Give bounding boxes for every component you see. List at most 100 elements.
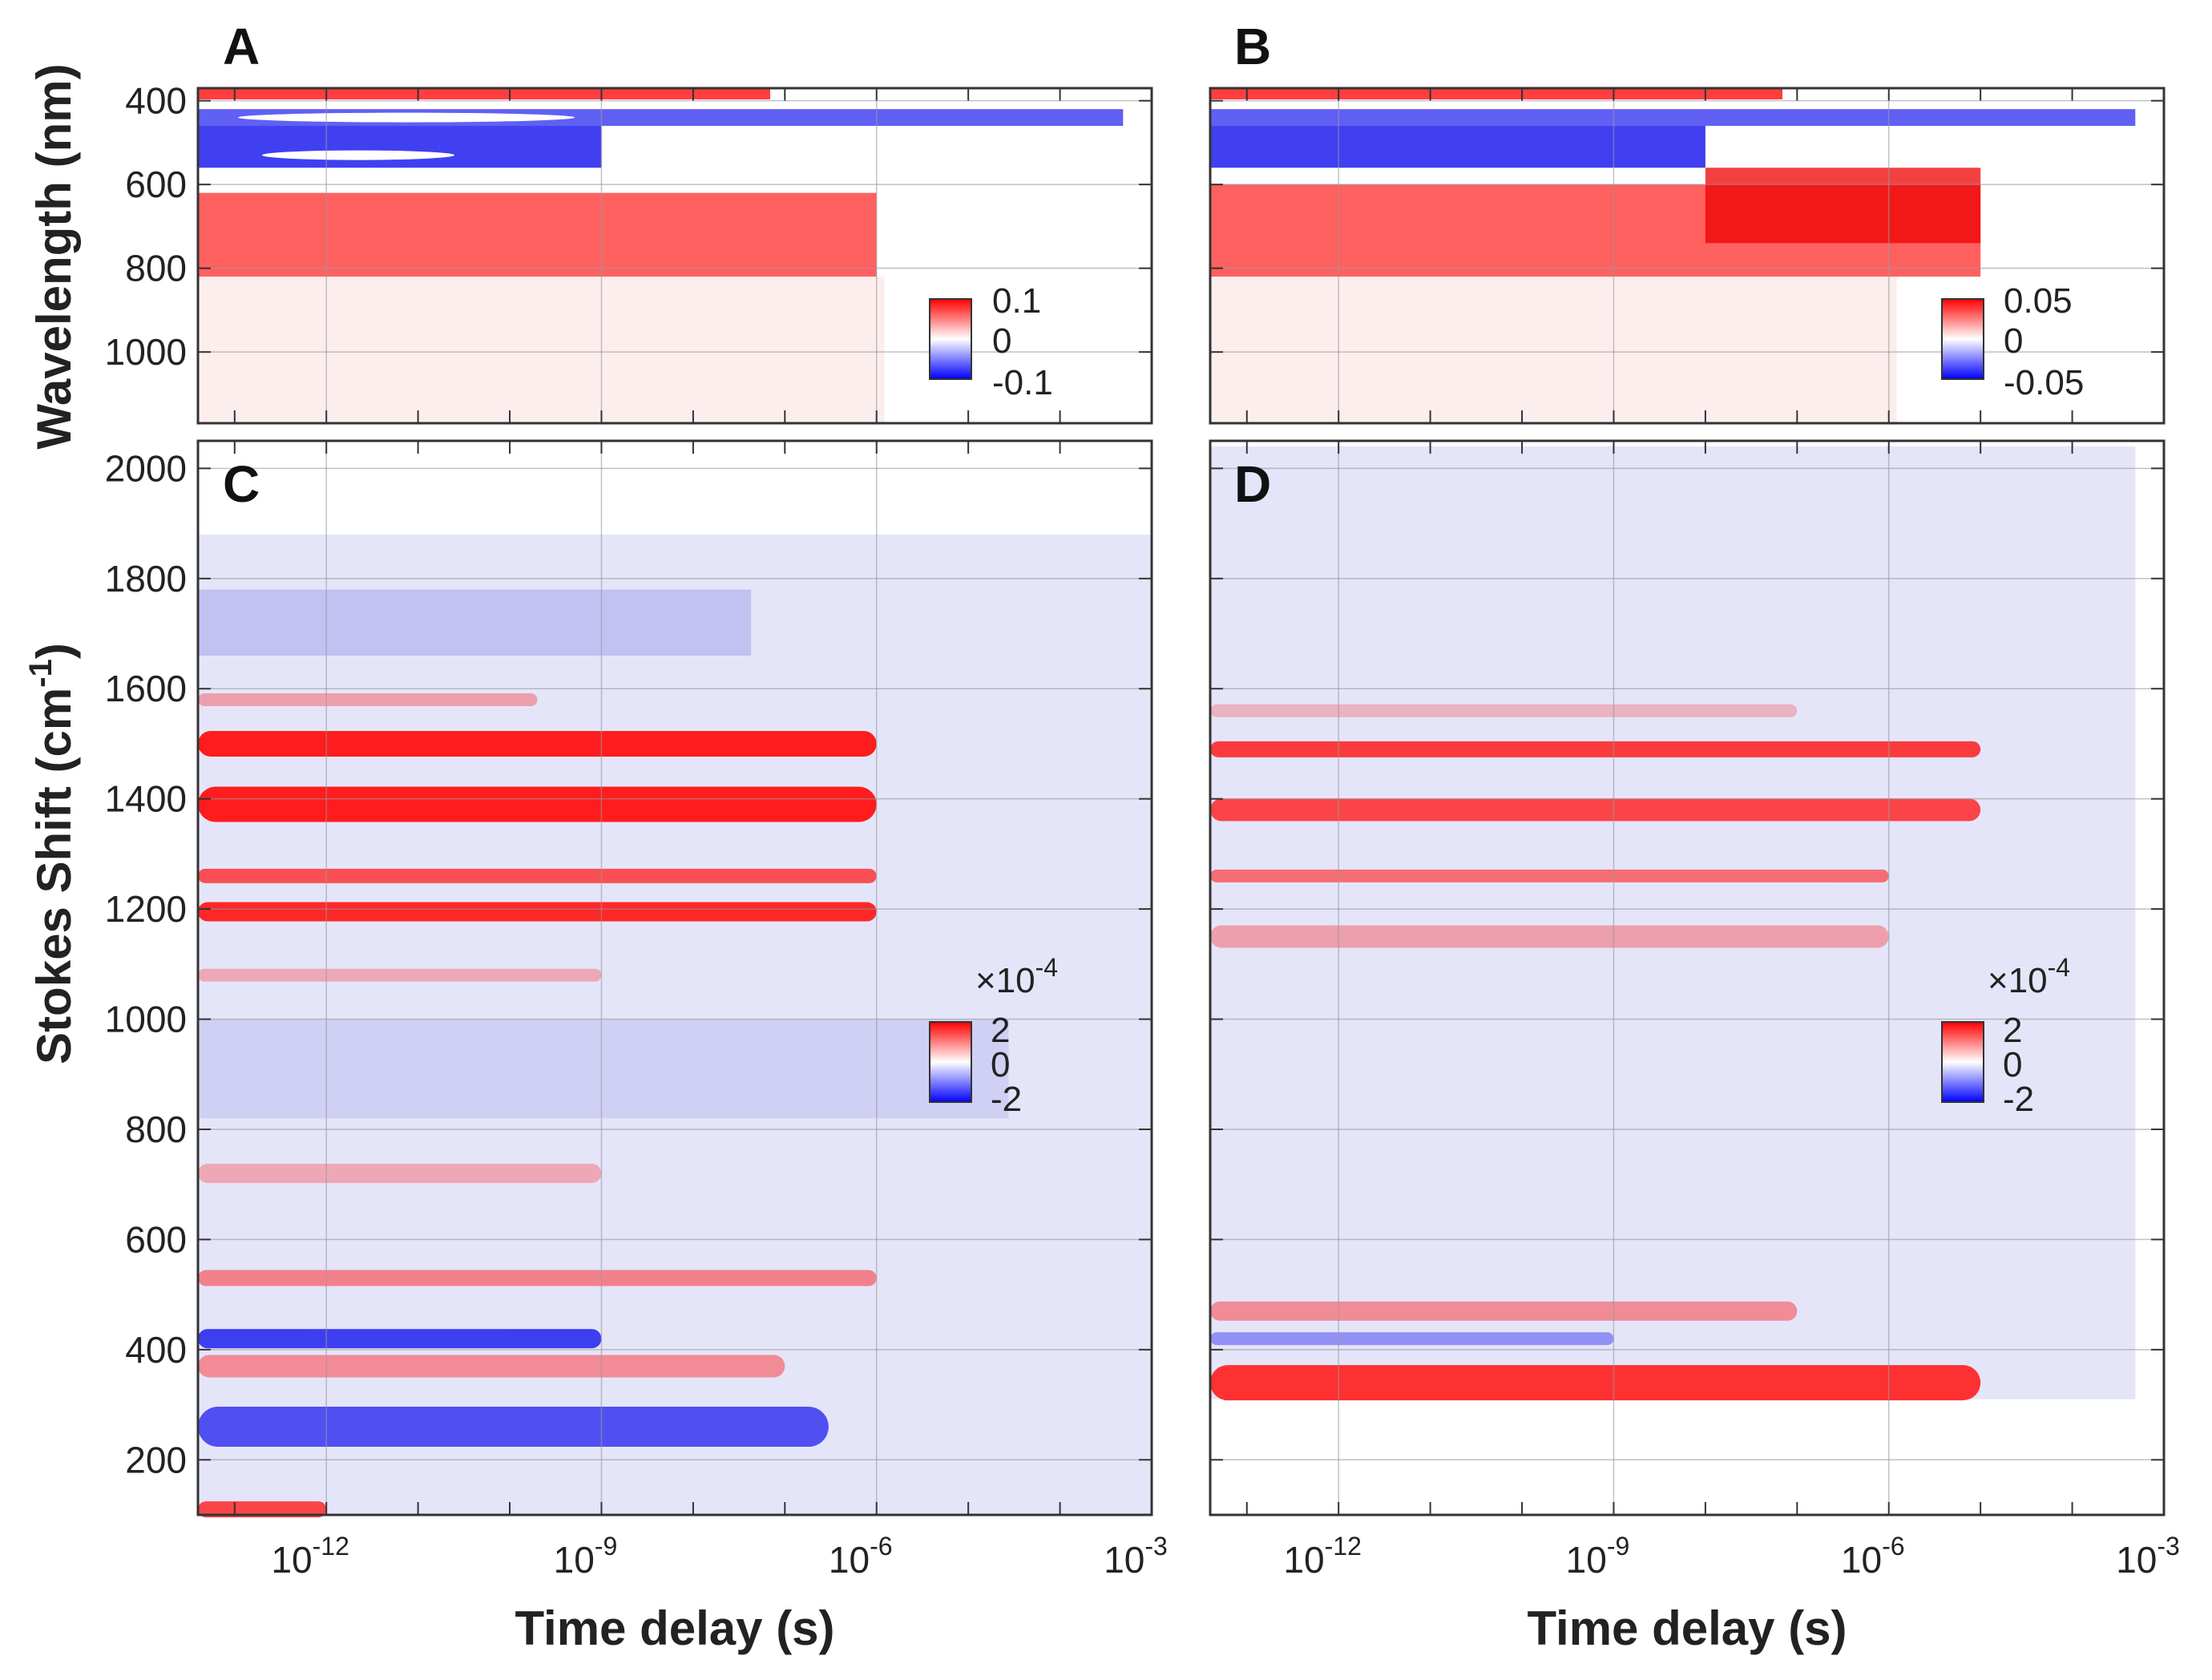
- panel-a-colorbar-zero: 0: [992, 321, 1011, 361]
- bleach-band-lower: [198, 126, 602, 168]
- raman-band-720: [198, 1163, 602, 1183]
- y-tick-label: 1400: [105, 778, 187, 820]
- panel-d-colorbar: ×10-4 2 0 -2: [1941, 953, 2070, 1119]
- long-lived-esa: [1705, 168, 1981, 244]
- raman-band-420: [198, 1329, 602, 1349]
- panel-c-label: C: [223, 455, 260, 513]
- raman-band-340: [1210, 1365, 1981, 1401]
- x-tick-label: 10-9: [1566, 1532, 1630, 1581]
- panel-c-x-axis-label: Time delay (s): [515, 1601, 834, 1655]
- x-tick-label: 10-12: [271, 1532, 349, 1581]
- y-tick-label: 1000: [105, 331, 187, 373]
- x-tick-label: 10-12: [1283, 1532, 1361, 1581]
- panel-c-colorbar-min: -2: [991, 1080, 1022, 1119]
- panel-a-colorbar: 0.1 0 -0.1: [929, 281, 1053, 402]
- panel-b-colorbar-min: -0.05: [2004, 363, 2084, 402]
- panel-c-colorbar-multiplier: ×10-4: [975, 953, 1058, 1000]
- panel-c-colorbar-max: 2: [991, 1011, 1010, 1050]
- panel-d-frame: [1209, 439, 2166, 1516]
- y-axis-label-wavelength: Wavelength (nm): [27, 63, 81, 449]
- y-tick-label: 400: [125, 80, 187, 122]
- panel-d-colorbar-zero: 0: [2003, 1045, 2022, 1084]
- panel-a-colorbar-min: -0.1: [992, 363, 1053, 402]
- panel-d-label: D: [1234, 455, 1271, 513]
- raman-band-1080: [198, 968, 602, 982]
- panel-d-colorbar-min: -2: [2003, 1080, 2034, 1119]
- panel-b-colorbar: 0.05 0 -0.05: [1941, 281, 2084, 402]
- raman-band-1260: [1210, 869, 1889, 882]
- panel-c-x-ticks: 10-12 10-9 10-6 10-3: [271, 1532, 1167, 1581]
- panel-d-map: [1210, 441, 2164, 1515]
- y-tick-label: 400: [125, 1329, 187, 1371]
- panel-d: 10-12 10-9 10-6 10-3 D Time delay (s) ×10-4…: [1209, 439, 2180, 1655]
- weak-band-900: [198, 1019, 1009, 1119]
- raman-band-370: [198, 1355, 785, 1378]
- y-tick-label: 1800: [105, 558, 187, 600]
- top-absorption-band: [1210, 88, 1782, 99]
- raman-band-1580: [198, 693, 538, 706]
- y-tick-label: 600: [125, 164, 187, 205]
- y-axis-label-stokes: Stokes Shift (cm-1): [23, 643, 81, 1064]
- raman-band-530: [198, 1270, 877, 1286]
- panel-c-frame: [196, 439, 1153, 1516]
- panel-a-colorbar-max: 0.1: [992, 281, 1041, 321]
- y-tick-label: 800: [125, 248, 187, 289]
- panel-b-grid: [1210, 88, 2165, 423]
- y-tick-label: 1600: [105, 668, 187, 709]
- x-tick-label: 10-9: [554, 1532, 618, 1581]
- raman-band-1500: [198, 730, 877, 757]
- y-tick-label: 200: [125, 1439, 187, 1480]
- panel-c: 200 400 600 800 1000 1200 1400 1600 1800 2000 10-…: [105, 439, 1168, 1655]
- x-tick-label: 10-6: [1841, 1532, 1905, 1581]
- panel-c-colorbar-ramp: [929, 1021, 972, 1103]
- panel-d-colorbar-max: 2: [2003, 1011, 2022, 1050]
- y-tick-label: 1200: [105, 888, 187, 930]
- raman-band-260: [198, 1407, 829, 1448]
- panel-a-y-ticks: 400 600 800 1000: [105, 80, 187, 373]
- weak-band-1700: [198, 589, 752, 656]
- raman-band-1195: [198, 902, 877, 922]
- raman-band-110: [198, 1501, 327, 1518]
- bleach-band-lower: [1210, 126, 1705, 168]
- panel-d-x-axis-label: Time delay (s): [1527, 1601, 1847, 1655]
- bleach-band-upper: [1210, 109, 2136, 127]
- top-absorption-band: [198, 88, 770, 99]
- raman-band-1260: [198, 868, 877, 883]
- panel-a: 400 600 800 1000 A 0.1 0 -0.1: [105, 18, 1153, 425]
- panel-a-map: [198, 88, 1152, 423]
- background-fluctuation: [1210, 446, 2136, 1399]
- y-tick-label: 1000: [105, 999, 187, 1040]
- panel-a-colorbar-ramp: [929, 298, 972, 380]
- panel-b-colorbar-zero: 0: [2004, 321, 2023, 361]
- panel-b-colorbar-ramp: [1941, 298, 1984, 380]
- panel-c-colorbar-zero: 0: [991, 1045, 1010, 1084]
- raman-band-420: [1210, 1332, 1614, 1346]
- y-tick-label: 600: [125, 1218, 187, 1260]
- panel-c-y-ticks: 200 400 600 800 1000 1200 1400 1600 1800 2000: [105, 447, 187, 1480]
- y-tick-label: 800: [125, 1109, 187, 1150]
- raman-band-1390: [198, 786, 877, 822]
- panel-c-grid: [198, 441, 1152, 1515]
- bleach-highlight: [238, 112, 575, 123]
- x-tick-label: 10-3: [1104, 1532, 1168, 1581]
- x-tick-label: 10-3: [2116, 1532, 2180, 1581]
- raman-band-470: [1210, 1301, 1798, 1321]
- weak-absorption-region: [198, 277, 885, 423]
- y-tick-label: 2000: [105, 447, 187, 489]
- raman-band-1380: [1210, 798, 1981, 822]
- panel-d-grid: [1210, 441, 2165, 1515]
- panel-d-x-ticks: 10-12 10-9 10-6 10-3: [1283, 1532, 2179, 1581]
- panel-d-colorbar-ramp: [1941, 1021, 1984, 1103]
- raman-band-1560: [1210, 704, 1798, 717]
- panel-a-grid: [198, 88, 1152, 423]
- raman-band-1490: [1210, 741, 1981, 757]
- panel-a-label: A: [223, 18, 260, 75]
- bleach-highlight: [262, 150, 454, 160]
- panel-b-colorbar-max: 0.05: [2004, 281, 2073, 321]
- raman-band-1150: [1210, 925, 1889, 948]
- panel-c-map: [198, 441, 1152, 1518]
- panel-c-colorbar: ×10-4 2 0 -2: [929, 953, 1058, 1119]
- weak-absorption-region: [1210, 277, 1897, 423]
- panel-b-frame: [1209, 87, 2166, 425]
